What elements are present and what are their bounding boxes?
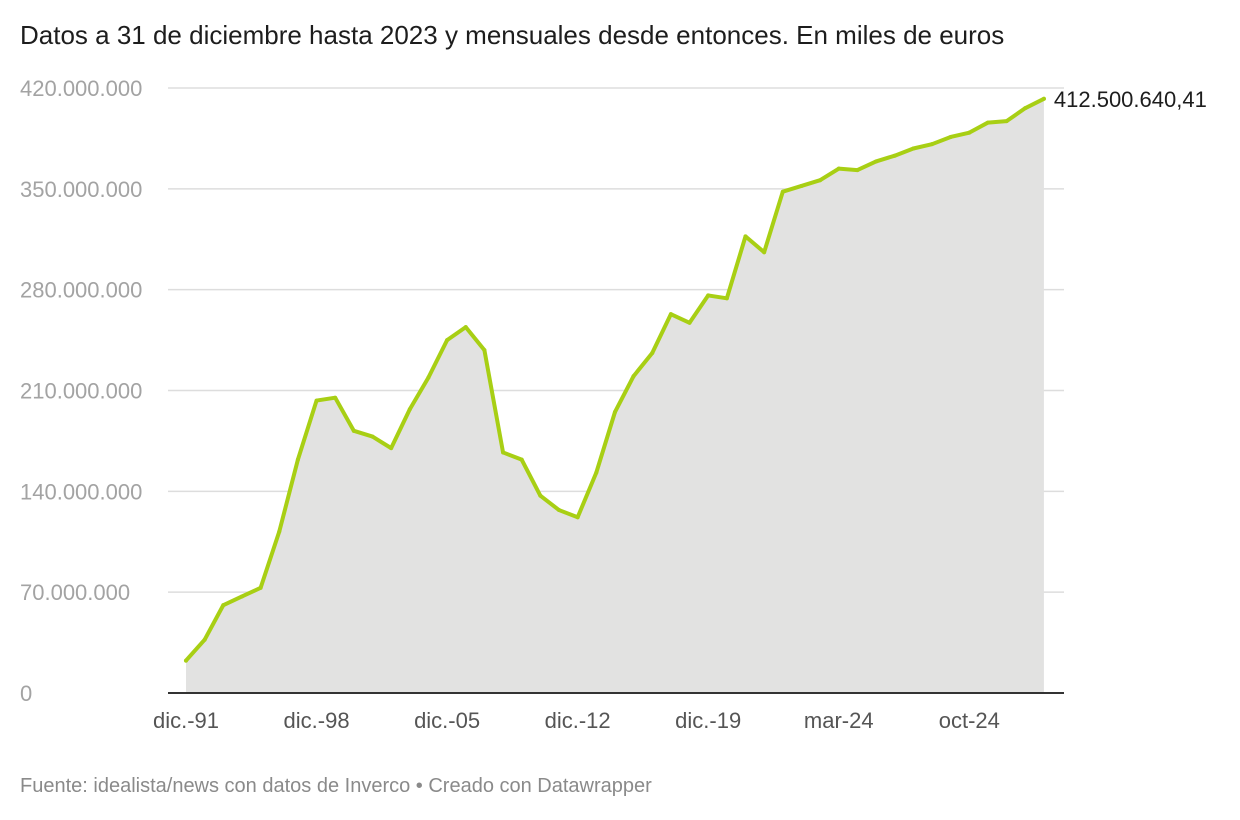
- y-axis-ticks: 0 70.000.000 140.000.000 210.000.000 280.000…: [20, 76, 142, 706]
- data-point: [892, 153, 897, 158]
- y-tick-label: 140.000.000: [20, 479, 142, 504]
- area-fill-layer: [186, 98, 1044, 693]
- data-point: [184, 658, 188, 663]
- data-point: [668, 312, 673, 317]
- y-tick-label: 420.000.000: [20, 76, 142, 101]
- x-tick-label: dic.-05: [414, 708, 480, 733]
- data-point: [314, 398, 319, 403]
- y-tick-label: 280.000.000: [20, 278, 142, 303]
- end-label-layer: 412.500.640,41: [1054, 87, 1207, 112]
- data-point: [445, 338, 450, 343]
- data-point: [930, 142, 934, 147]
- data-point: [202, 637, 207, 642]
- data-point: [743, 234, 748, 239]
- data-point: [407, 407, 412, 412]
- source-footer: Fuente: idealista/news con datos de Inve…: [20, 775, 652, 797]
- data-point: [519, 457, 524, 462]
- data-point: [538, 493, 543, 498]
- data-point: [333, 395, 338, 400]
- data-point: [911, 146, 916, 151]
- data-point: [967, 130, 972, 135]
- data-point: [799, 183, 804, 188]
- x-tick-label: mar-24: [804, 708, 874, 733]
- data-point: [612, 410, 617, 415]
- data-point: [463, 325, 468, 330]
- data-point: [351, 428, 356, 433]
- data-point: [239, 594, 244, 599]
- data-point: [836, 166, 841, 171]
- data-point: [818, 178, 823, 183]
- data-point: [426, 375, 431, 380]
- data-point: [295, 457, 300, 462]
- data-point: [780, 189, 785, 194]
- x-tick-label: dic.-12: [545, 708, 611, 733]
- data-point: [1023, 106, 1028, 111]
- data-point: [221, 603, 226, 608]
- data-point: [687, 320, 692, 325]
- data-point: [258, 585, 263, 590]
- data-point: [985, 120, 990, 125]
- chart-title: Datos a 31 de diciembre hasta 2023 y men…: [20, 20, 1005, 50]
- data-point: [482, 348, 487, 353]
- data-point: [370, 434, 375, 439]
- end-value-label: 412.500.640,41: [1054, 87, 1207, 112]
- y-tick-label: 0: [20, 681, 32, 706]
- y-tick-label: 210.000.000: [20, 379, 142, 404]
- x-tick-label: dic.-98: [284, 708, 350, 733]
- data-point: [501, 450, 506, 455]
- data-point: [724, 296, 729, 301]
- data-point: [1004, 119, 1009, 124]
- data-point: [948, 134, 953, 139]
- area-fill: [186, 98, 1044, 693]
- data-point: [557, 508, 561, 513]
- data-point: [575, 515, 580, 520]
- data-point: [1041, 96, 1046, 101]
- data-point: [389, 446, 394, 451]
- y-tick-label: 70.000.000: [20, 580, 130, 605]
- data-point: [631, 374, 636, 379]
- x-tick-label: dic.-91: [153, 708, 219, 733]
- x-tick-label: dic.-19: [675, 708, 741, 733]
- data-point: [874, 159, 879, 164]
- x-tick-label: oct-24: [939, 708, 1000, 733]
- data-point: [277, 529, 282, 534]
- series-line-layer: [184, 96, 1046, 663]
- x-axis-ticks: dic.-91 dic.-98 dic.-05 dic.-12 dic.-19 mar-2…: [153, 708, 1000, 733]
- data-point: [855, 168, 860, 173]
- data-point: [650, 351, 655, 356]
- y-tick-label: 350.000.000: [20, 177, 142, 202]
- data-point: [706, 293, 711, 298]
- data-point: [762, 250, 767, 255]
- data-point: [594, 470, 599, 475]
